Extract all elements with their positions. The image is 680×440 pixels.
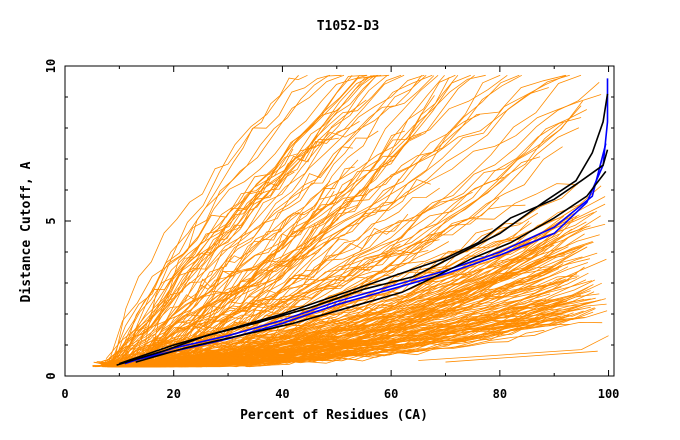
model-curve bbox=[145, 311, 594, 368]
model-curve bbox=[128, 74, 390, 359]
model-curve bbox=[147, 212, 295, 366]
y-axis-title: Distance Cutoff, A bbox=[19, 161, 34, 302]
model-curve bbox=[115, 74, 433, 366]
x-tick-label: 80 bbox=[493, 387, 507, 401]
model-curve bbox=[123, 280, 593, 365]
highlighted-model-curves bbox=[116, 78, 609, 366]
model-curve bbox=[111, 266, 554, 365]
model-curve bbox=[100, 74, 570, 366]
model-curve bbox=[116, 241, 449, 361]
model-curve bbox=[112, 99, 367, 367]
x-tick-label: 60 bbox=[384, 387, 398, 401]
background-model-curves bbox=[92, 74, 609, 368]
model-curve bbox=[107, 74, 388, 366]
model-curve bbox=[98, 74, 566, 368]
highlight-series-line-4 bbox=[119, 149, 609, 365]
model-curve bbox=[107, 74, 379, 360]
model-curve bbox=[93, 305, 580, 368]
model-curve bbox=[105, 75, 353, 360]
model-curve bbox=[123, 299, 602, 368]
model-curve bbox=[133, 74, 374, 367]
x-tick-label: 20 bbox=[166, 387, 180, 401]
tick-labels: 0 20 40 60 80 100 0 5 10 bbox=[44, 59, 619, 401]
x-tick-label: 100 bbox=[598, 387, 620, 401]
y-tick-label: 5 bbox=[44, 217, 58, 224]
model-curve bbox=[139, 187, 440, 368]
model-curve bbox=[132, 74, 501, 366]
model-curve bbox=[112, 100, 584, 368]
y-tick-label: 10 bbox=[44, 59, 58, 73]
model-curve bbox=[418, 335, 609, 361]
model-curve bbox=[132, 75, 423, 367]
model-curve bbox=[111, 74, 567, 365]
model-curve bbox=[112, 74, 331, 367]
model-curve bbox=[120, 74, 372, 367]
model-curve bbox=[141, 313, 561, 368]
model-curve bbox=[445, 350, 598, 363]
axis-ticks bbox=[64, 65, 614, 377]
highlight-series-line-2 bbox=[124, 143, 607, 365]
model-curve bbox=[132, 273, 473, 368]
model-curve bbox=[129, 171, 295, 360]
model-curve bbox=[119, 204, 526, 368]
model-curve bbox=[99, 87, 549, 363]
model-curve bbox=[113, 273, 455, 368]
highlight-series-line-5 bbox=[135, 170, 607, 363]
model-curve bbox=[138, 74, 508, 368]
x-tick-label: 40 bbox=[275, 387, 289, 401]
model-curve bbox=[132, 94, 602, 365]
model-curve bbox=[106, 74, 405, 367]
model-curve bbox=[122, 228, 493, 368]
model-curve bbox=[143, 74, 425, 361]
model-curve bbox=[118, 183, 578, 368]
y-tick-label: 0 bbox=[44, 372, 58, 379]
model-curve bbox=[137, 228, 573, 366]
model-curve bbox=[117, 121, 360, 358]
model-curve bbox=[121, 74, 368, 367]
model-curve bbox=[112, 74, 382, 362]
model-curve bbox=[150, 74, 308, 360]
chart-title: T1052-D3 bbox=[317, 19, 380, 34]
model-curve bbox=[112, 201, 396, 368]
model-curve bbox=[145, 75, 360, 363]
model-curve bbox=[139, 75, 299, 367]
x-axis-title: Percent of Residues (CA) bbox=[240, 408, 428, 423]
x-tick-label: 0 bbox=[61, 387, 68, 401]
model-curve bbox=[139, 266, 569, 368]
